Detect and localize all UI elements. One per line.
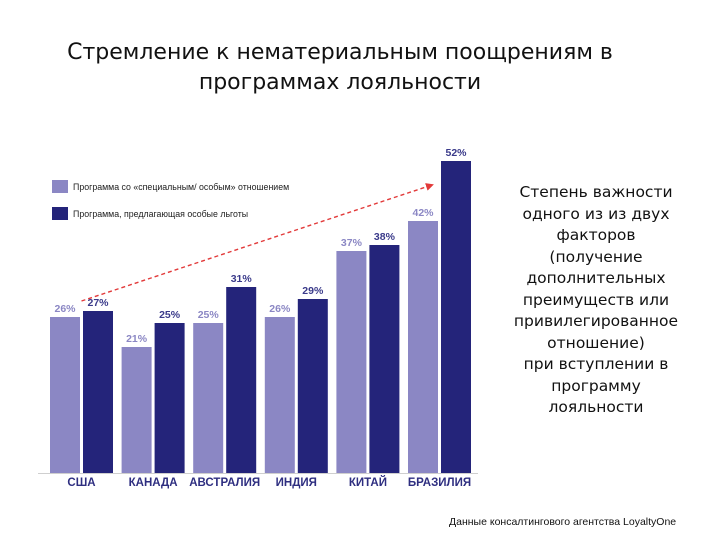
side-note: Степень важности одного из из двух факто…	[513, 183, 679, 416]
category-label-3: ИНДИЯ	[276, 477, 317, 489]
category-label-5: БРАЗИЛИЯ	[408, 477, 471, 489]
value-label-series-2-3: 29%	[302, 285, 324, 297]
bar-series-2-3	[297, 299, 328, 473]
value-label-series-1-1: 21%	[126, 333, 148, 345]
legend-label-series-2: Программа, предлагающая особые льготы	[73, 209, 248, 219]
source-note: Данные консалтингового агентства Loyalty…	[449, 516, 677, 528]
bar-series-1-0	[50, 317, 80, 473]
category-label-1: КАНАДА	[129, 477, 178, 489]
legend-swatch-series-1	[52, 180, 68, 193]
bar-series-1-1	[121, 347, 152, 473]
category-label-0: США	[67, 477, 95, 489]
value-label-series-1-2: 25%	[198, 309, 220, 321]
value-label-series-1-3: 26%	[269, 303, 291, 315]
bar-series-1-2	[193, 323, 224, 473]
bar-series-1-4	[336, 251, 367, 473]
value-label-series-2-0: 27%	[87, 297, 109, 309]
trend-arrow	[81, 183, 434, 302]
value-label-series-1-5: 42%	[412, 207, 434, 219]
bar-series-2-5	[441, 161, 471, 473]
value-label-series-1-4: 37%	[341, 237, 363, 249]
legend-label-series-1: Программа со «специальным/ особым» отнош…	[73, 182, 289, 192]
value-label-series-2-5: 52%	[445, 147, 467, 159]
chart-legend: Программа со «специальным/ особым» отнош…	[52, 180, 289, 220]
bar-series-2-0	[83, 311, 113, 473]
value-label-series-2-2: 31%	[231, 273, 253, 285]
value-label-series-2-4: 38%	[374, 231, 396, 243]
bar-series-2-2	[226, 287, 257, 473]
bar-series-2-4	[369, 245, 400, 473]
slide-title: Стремление к нематериальным поощрениям в…	[67, 40, 613, 95]
bar-series-2-1	[154, 323, 185, 473]
category-label-2: АВСТРАЛИЯ	[189, 477, 260, 489]
value-label-series-1-0: 26%	[54, 303, 76, 315]
bar-series-1-5	[408, 221, 438, 473]
bar-series-1-3	[264, 317, 295, 473]
legend-swatch-series-2	[52, 207, 68, 220]
value-label-series-2-1: 25%	[159, 309, 181, 321]
category-label-4: КИТАЙ	[349, 476, 387, 489]
